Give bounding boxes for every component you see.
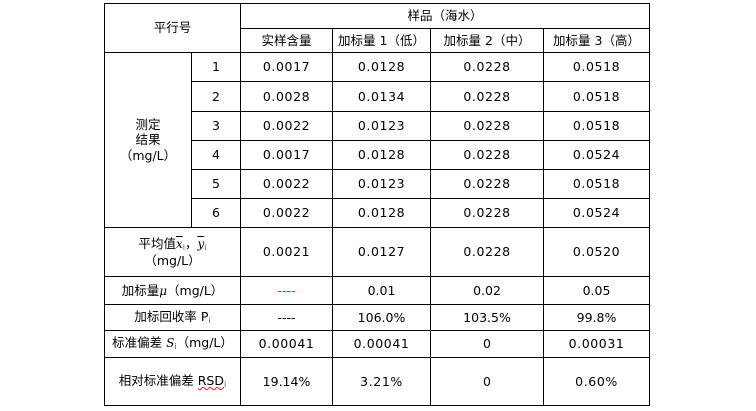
- cell-actual: 0.0017: [240, 139, 334, 170]
- cell-mid: 0.0228: [430, 139, 545, 170]
- rsd-subscript: i: [224, 379, 227, 389]
- cell-low: 0.0128: [332, 139, 432, 170]
- average-x-subscript: i: [182, 242, 185, 252]
- cell-high: 0.0518: [543, 168, 651, 199]
- measurement-label-line3: （mg/L）: [119, 147, 177, 163]
- cell-actual: 0.0028: [240, 81, 334, 112]
- recovery-mid: 103.5%: [430, 304, 545, 331]
- row-index: 5: [190, 168, 242, 199]
- cell-mid: 0.0228: [430, 81, 545, 112]
- cell-mid: 0.0228: [430, 110, 545, 141]
- results-table: 平行号 样品（海水） 实样含量 加标量 1（低） 加标量 2（中） 加标量 3（…: [103, 2, 651, 407]
- header-spike-low: 加标量 1（低）: [332, 28, 432, 54]
- spike-amount-actual: ----: [240, 276, 334, 306]
- spike-amount-unit: （mg/L）: [167, 282, 224, 298]
- measurement-result-label: 测定 结果 （mg/L）: [104, 52, 192, 229]
- spike-amount-high: 0.05: [543, 276, 651, 306]
- std-dev-mid: 0: [430, 329, 545, 358]
- std-dev-unit: （mg/L）: [176, 335, 233, 351]
- cell-low: 0.0128: [332, 197, 432, 229]
- recovery-low: 106.0%: [332, 304, 432, 331]
- rsd-actual: 19.14%: [240, 356, 334, 407]
- cell-high: 0.0524: [543, 197, 651, 229]
- cell-mid: 0.0228: [430, 168, 545, 199]
- header-spike-high: 加标量 3（高）: [543, 28, 651, 54]
- cell-actual: 0.0022: [240, 197, 334, 229]
- average-text: 平均值: [138, 235, 176, 251]
- average-mid: 0.0228: [430, 227, 545, 278]
- row-index: 4: [190, 139, 242, 170]
- spike-amount-mid: 0.02: [430, 276, 545, 306]
- rsd-low: 3.21%: [332, 356, 432, 407]
- cell-actual: 0.0022: [240, 110, 334, 141]
- spike-amount-low: 0.01: [332, 276, 432, 306]
- spike-amount-text: 加标量: [121, 282, 160, 298]
- recovery-high: 99.8%: [543, 304, 651, 331]
- row-index: 1: [190, 52, 242, 83]
- cell-mid: 0.0228: [430, 197, 545, 229]
- cell-low: 0.0123: [332, 168, 432, 199]
- std-dev-low: 0.00041: [332, 329, 432, 358]
- cell-actual: 0.0022: [240, 168, 334, 199]
- rsd-high: 0.60%: [543, 356, 651, 407]
- average-label: 平均值xi，yi （mg/L）: [103, 227, 242, 278]
- average-low: 0.0127: [332, 227, 432, 278]
- header-actual-content: 实样含量: [240, 28, 334, 54]
- measurement-label-line1: 测定: [135, 116, 161, 132]
- rsd-text: 相对标准偏差: [118, 372, 198, 388]
- cell-high: 0.0518: [543, 110, 651, 141]
- std-dev-actual: 0.00041: [240, 329, 334, 358]
- recovery-actual: ----: [240, 304, 334, 331]
- cell-low: 0.0128: [332, 52, 432, 83]
- row-index: 3: [190, 110, 242, 141]
- average-comma: ，: [185, 235, 198, 251]
- average-unit: （mg/L）: [144, 252, 201, 268]
- average-x-symbol: x: [175, 236, 183, 251]
- header-sample-seawater: 样品（海水）: [240, 2, 651, 30]
- rsd-label: 相对标准偏差 RSDi: [103, 356, 242, 407]
- cell-low: 0.0134: [332, 81, 432, 112]
- mu-symbol: μ: [159, 283, 168, 298]
- std-dev-subscript: i: [174, 342, 177, 352]
- std-dev-high: 0.00031: [543, 329, 651, 358]
- std-dev-text: 标准偏差: [112, 335, 167, 351]
- std-dev-label: 标准偏差 Si（mg/L）: [103, 329, 242, 358]
- recovery-rate-subscript: i: [208, 316, 211, 325]
- average-y-symbol: y: [197, 236, 205, 251]
- cell-high: 0.0524: [543, 139, 651, 170]
- row-index: 6: [190, 197, 242, 229]
- header-spike-mid: 加标量 2（中）: [430, 28, 545, 54]
- measurement-label-line2: 结果: [135, 132, 161, 148]
- header-parallel-number: 平行号: [103, 2, 242, 54]
- cell-mid: 0.0228: [430, 52, 545, 83]
- spike-amount-label: 加标量μ（mg/L）: [103, 276, 242, 306]
- average-actual: 0.0021: [240, 227, 334, 278]
- cell-high: 0.0518: [543, 52, 651, 83]
- recovery-rate-label: 加标回收率 Pi: [103, 304, 242, 331]
- recovery-rate-text: 加标回收率 P: [134, 309, 209, 324]
- row-index: 2: [190, 81, 242, 112]
- std-dev-symbol: S: [166, 336, 175, 351]
- cell-low: 0.0123: [332, 110, 432, 141]
- rsd-mid: 0: [430, 356, 545, 407]
- average-y-subscript: i: [204, 242, 207, 252]
- average-high: 0.0520: [543, 227, 651, 278]
- cell-actual: 0.0017: [240, 52, 334, 83]
- cell-high: 0.0518: [543, 81, 651, 112]
- rsd-symbol: RSD: [197, 372, 224, 388]
